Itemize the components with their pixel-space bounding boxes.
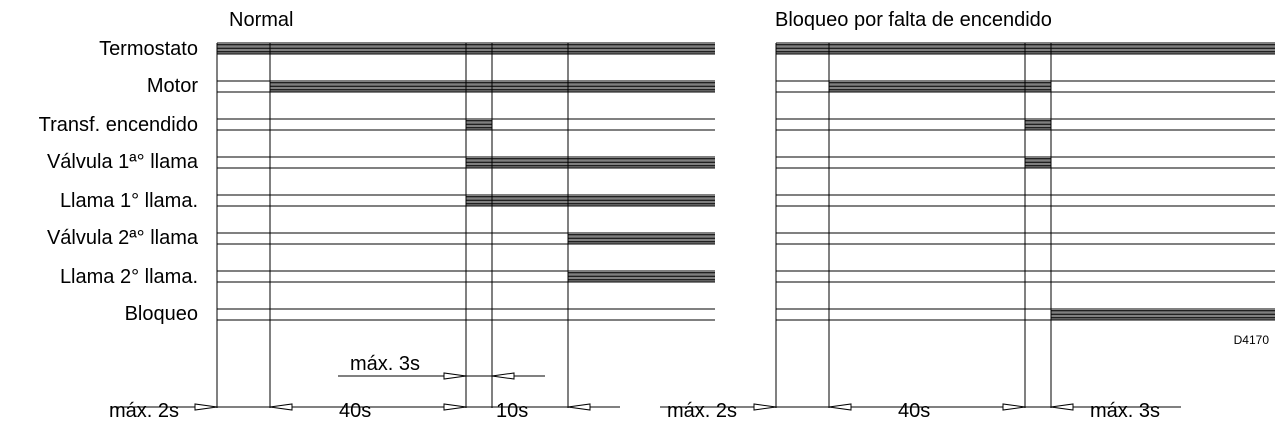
label-llama-2: Llama 2° llama. <box>60 266 198 288</box>
dim-normal-pre: máx. 2s <box>109 400 179 422</box>
signal-tracks <box>216 42 1275 408</box>
arrow-lockout-wait-start <box>828 403 852 411</box>
arrow-normal-second <box>567 403 591 411</box>
drawing-code: D4170 <box>1234 333 1270 347</box>
arrow-normal-pre <box>194 403 218 411</box>
arrow-lockout-safety <box>1050 403 1074 411</box>
dimension-lines <box>112 370 1181 411</box>
label-termostato: Termostato <box>99 38 198 60</box>
arrow-normal-safety-in <box>443 372 467 380</box>
arrow-normal-wait-end <box>443 403 467 411</box>
arrow-lockout-wait-end <box>1002 403 1026 411</box>
dim-normal-second: 10s <box>496 400 528 422</box>
dim-normal-safety: máx. 3s <box>350 353 420 375</box>
label-valvula-2: Válvula 2ª° llama <box>47 227 199 249</box>
arrow-normal-safety-out <box>491 372 515 380</box>
panel-title-lockout: Bloqueo por falta de encendido <box>775 9 1052 31</box>
active-bars <box>217 42 1275 320</box>
label-motor: Motor <box>147 75 198 97</box>
arrow-normal-wait-start <box>269 403 293 411</box>
label-valvula-1: Válvula 1ª° llama <box>47 151 199 173</box>
label-llama-1: Llama 1° llama. <box>60 190 198 212</box>
dim-lockout-pre: máx. 2s <box>667 400 737 422</box>
signal-labels: Termostato Motor Transf. encendido Válvu… <box>39 38 199 325</box>
dim-normal-wait: 40s <box>339 400 371 422</box>
dim-lockout-wait: 40s <box>898 400 930 422</box>
arrow-lockout-pre <box>753 403 777 411</box>
label-bloqueo: Bloqueo <box>125 303 198 325</box>
label-transf-encendido: Transf. encendido <box>39 114 198 136</box>
dim-lockout-safety: máx. 3s <box>1090 400 1160 422</box>
panel-title-normal: Normal <box>229 9 293 31</box>
